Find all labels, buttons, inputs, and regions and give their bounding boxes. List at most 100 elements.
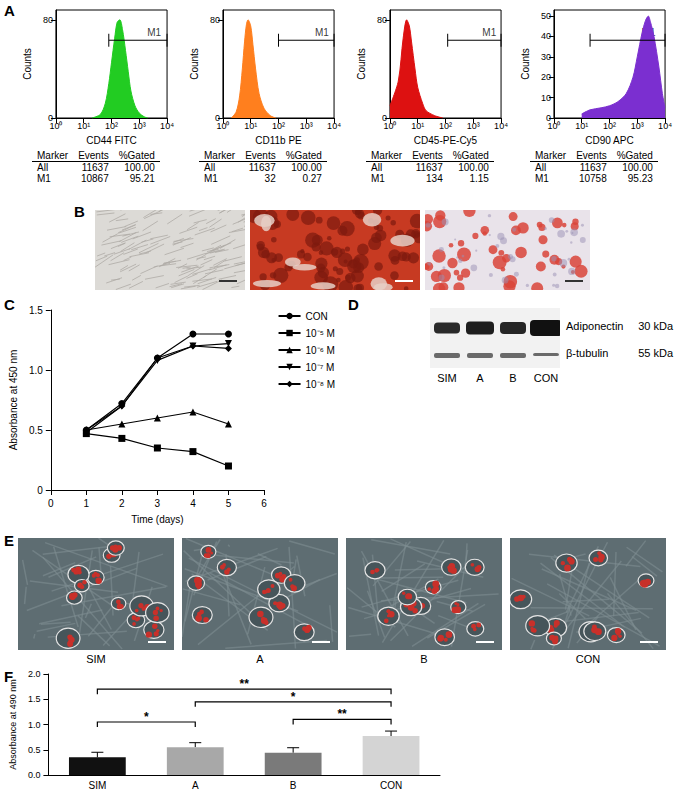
svg-text:1.5: 1.5 bbox=[29, 305, 43, 316]
svg-text:3: 3 bbox=[155, 498, 161, 509]
html-text:C: C bbox=[4, 296, 15, 313]
svg-text:0.0: 0.0 bbox=[28, 770, 41, 780]
html-text:100.00: 100.00 bbox=[291, 162, 322, 173]
svg-text:A: A bbox=[192, 780, 199, 791]
svg-text:10³: 10³ bbox=[133, 121, 146, 131]
svg-text:B: B bbox=[290, 780, 297, 791]
svg-text:10²: 10² bbox=[439, 121, 452, 131]
svg-text:6: 6 bbox=[261, 498, 267, 509]
html-text:All: All bbox=[204, 162, 216, 173]
html-text:SIM: SIM bbox=[437, 372, 457, 384]
svg-text:*: * bbox=[144, 710, 149, 724]
html-text:β-tubulin: β-tubulin bbox=[566, 347, 609, 359]
svg-text:10¹: 10¹ bbox=[244, 121, 257, 131]
svg-text:10⁻⁶ M: 10⁻⁶ M bbox=[306, 345, 335, 356]
html-text:Marker: Marker bbox=[204, 150, 236, 161]
svg-text:*: * bbox=[291, 690, 296, 704]
html-text:Adiponectin: Adiponectin bbox=[566, 320, 624, 332]
html-text:30 kDa: 30 kDa bbox=[638, 320, 673, 332]
html-text:11637: 11637 bbox=[81, 162, 109, 173]
svg-text:0.5: 0.5 bbox=[28, 745, 41, 755]
svg-text:10³: 10³ bbox=[300, 121, 313, 131]
svg-text:CD90 APC: CD90 APC bbox=[585, 135, 633, 146]
html-text:CON: CON bbox=[533, 372, 559, 384]
svg-text:10: 10 bbox=[541, 93, 551, 103]
svg-text:Counts: Counts bbox=[189, 48, 200, 80]
svg-text:CON: CON bbox=[306, 311, 328, 322]
html-text:D: D bbox=[348, 296, 359, 313]
svg-text:10⁻⁸ M: 10⁻⁸ M bbox=[306, 379, 335, 390]
svg-text:10²: 10² bbox=[603, 121, 616, 131]
html-text:100.00: 100.00 bbox=[124, 162, 155, 173]
svg-text:1.0: 1.0 bbox=[28, 720, 41, 730]
html-text:10867: 10867 bbox=[80, 173, 109, 184]
svg-text:10³: 10³ bbox=[631, 121, 644, 131]
svg-text:40: 40 bbox=[541, 31, 551, 41]
html-text:95.21: 95.21 bbox=[129, 173, 155, 184]
svg-text:M1: M1 bbox=[147, 27, 161, 38]
svg-text:**: ** bbox=[240, 677, 250, 691]
html-text:A: A bbox=[4, 2, 15, 19]
svg-text:10⁴: 10⁴ bbox=[658, 121, 672, 131]
html-text:M1: M1 bbox=[204, 173, 218, 184]
svg-text:80: 80 bbox=[377, 15, 387, 25]
svg-text:**: ** bbox=[337, 707, 347, 721]
svg-text:2: 2 bbox=[119, 498, 125, 509]
svg-text:M1: M1 bbox=[482, 27, 496, 38]
svg-text:10⁰: 10⁰ bbox=[216, 121, 229, 131]
svg-text:Absorbance at 490 nm: Absorbance at 490 nm bbox=[8, 679, 18, 770]
html-text:%Gated: %Gated bbox=[118, 150, 155, 161]
svg-text:10⁻⁷ M: 10⁻⁷ M bbox=[306, 362, 335, 373]
html-text:Marker: Marker bbox=[37, 150, 69, 161]
svg-text:SIM: SIM bbox=[88, 780, 106, 791]
svg-text:CD44 FITC: CD44 FITC bbox=[86, 135, 137, 146]
html-text:SIM: SIM bbox=[86, 653, 106, 665]
svg-text:50: 50 bbox=[541, 11, 551, 21]
svg-text:10⁰: 10⁰ bbox=[383, 121, 396, 131]
svg-text:10²: 10² bbox=[105, 121, 118, 131]
svg-text:CD45-PE-Cy5: CD45-PE-Cy5 bbox=[414, 135, 478, 146]
svg-text:M1: M1 bbox=[315, 27, 329, 38]
svg-text:0.5: 0.5 bbox=[29, 425, 43, 436]
svg-text:0: 0 bbox=[48, 498, 54, 509]
svg-text:1.5: 1.5 bbox=[28, 694, 41, 704]
html-text:All: All bbox=[37, 162, 49, 173]
html-text:CON: CON bbox=[575, 653, 601, 665]
svg-text:2.0: 2.0 bbox=[28, 669, 41, 679]
svg-text:Counts: Counts bbox=[356, 48, 367, 80]
svg-text:CON: CON bbox=[380, 780, 402, 791]
html-text:M1: M1 bbox=[37, 173, 51, 184]
svg-text:80: 80 bbox=[210, 15, 220, 25]
html-text:%Gated: %Gated bbox=[285, 150, 322, 161]
svg-text:10⁰: 10⁰ bbox=[49, 121, 62, 131]
svg-text:5: 5 bbox=[226, 498, 232, 509]
html-text:Events: Events bbox=[78, 150, 109, 161]
svg-text:10⁴: 10⁴ bbox=[327, 121, 341, 131]
svg-text:20: 20 bbox=[541, 72, 551, 82]
svg-text:Counts: Counts bbox=[22, 48, 33, 80]
svg-text:1.0: 1.0 bbox=[29, 365, 43, 376]
svg-text:10⁴: 10⁴ bbox=[160, 121, 174, 131]
svg-text:CD11b PE: CD11b PE bbox=[255, 135, 302, 146]
html-text:32: 32 bbox=[264, 173, 276, 184]
svg-text:0: 0 bbox=[37, 485, 43, 496]
svg-text:Time (days): Time (days) bbox=[131, 514, 183, 525]
svg-text:80: 80 bbox=[43, 15, 53, 25]
svg-text:10⁰: 10⁰ bbox=[547, 121, 560, 131]
svg-text:30: 30 bbox=[541, 52, 551, 62]
html-text:B: B bbox=[74, 203, 85, 220]
html-text:11637: 11637 bbox=[248, 162, 276, 173]
svg-text:1: 1 bbox=[84, 498, 90, 509]
html-text:Events: Events bbox=[245, 150, 276, 161]
svg-text:10¹: 10¹ bbox=[411, 121, 424, 131]
html-text:55 kDa: 55 kDa bbox=[638, 347, 673, 359]
svg-text:10⁻⁵ M: 10⁻⁵ M bbox=[306, 328, 335, 339]
svg-text:4: 4 bbox=[190, 498, 196, 509]
svg-text:10³: 10³ bbox=[467, 121, 480, 131]
svg-text:10⁴: 10⁴ bbox=[494, 121, 508, 131]
svg-text:10²: 10² bbox=[272, 121, 285, 131]
svg-text:Counts: Counts bbox=[520, 48, 531, 80]
svg-text:10¹: 10¹ bbox=[575, 121, 588, 131]
svg-text:10¹: 10¹ bbox=[77, 121, 90, 131]
svg-text:Absorbance at 450 nm: Absorbance at 450 nm bbox=[8, 350, 19, 451]
